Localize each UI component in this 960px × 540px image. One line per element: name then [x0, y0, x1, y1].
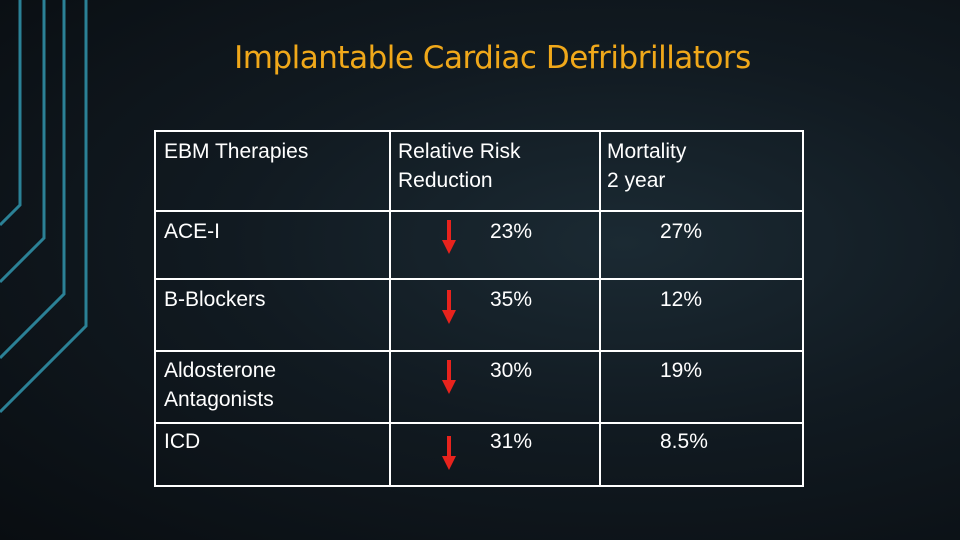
column-divider [599, 132, 601, 485]
rrr-value: 23% [490, 220, 533, 243]
therapies-table: EBM Therapies Relative Risk Reduction Mo… [154, 130, 804, 487]
therapy-name: B-Blockers [164, 288, 266, 311]
row-divider [156, 210, 802, 212]
therapy-name: ICD [164, 430, 201, 453]
rrr-value: 30% [490, 359, 533, 382]
down-arrow-icon [442, 220, 456, 254]
row-divider [156, 278, 802, 280]
slide-title: Implantable Cardiac Defribrillators [234, 40, 751, 76]
mortality-value: 27% [660, 220, 703, 243]
mortality-value: 12% [660, 288, 703, 311]
rrr-value: 35% [490, 288, 533, 311]
down-arrow-icon [442, 436, 456, 470]
down-arrow-icon [442, 290, 456, 324]
header-therapies: EBM Therapies [164, 140, 309, 163]
header-mortality-2-year: Mortality 2 year [607, 140, 687, 192]
mortality-value: 8.5% [660, 430, 708, 453]
mortality-value: 19% [660, 359, 703, 382]
row-divider [156, 350, 802, 352]
therapy-name: ACE-I [164, 220, 221, 243]
row-divider [156, 422, 802, 424]
down-arrow-icon [442, 360, 456, 394]
therapy-name: Aldosterone Antagonists [164, 359, 277, 411]
rrr-value: 31% [490, 430, 533, 453]
header-relative-risk-reduction: Relative Risk Reduction [398, 140, 521, 192]
column-divider [389, 132, 391, 485]
decorative-lines [0, 0, 88, 414]
